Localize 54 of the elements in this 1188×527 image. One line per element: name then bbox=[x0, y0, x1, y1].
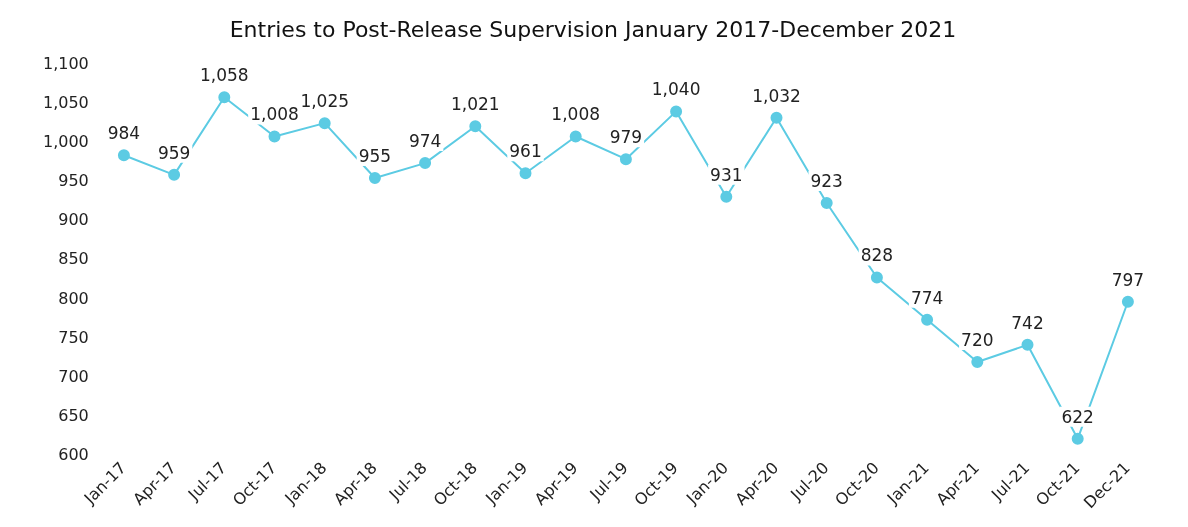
point bbox=[218, 91, 231, 104]
y-tick-label: 950 bbox=[58, 171, 89, 191]
point bbox=[720, 190, 733, 203]
point bbox=[469, 120, 482, 133]
point bbox=[820, 197, 833, 210]
y-tick-label: 1,000 bbox=[42, 131, 89, 151]
data-label: 1,021 bbox=[450, 94, 500, 115]
point bbox=[870, 271, 883, 284]
point bbox=[971, 356, 984, 369]
data-label: 974 bbox=[408, 131, 442, 152]
data-label: 622 bbox=[1061, 406, 1094, 427]
data-label: 931 bbox=[710, 164, 743, 185]
data-label: 955 bbox=[358, 145, 392, 166]
data-label: 959 bbox=[157, 142, 191, 163]
y-tick-label: 600 bbox=[58, 445, 89, 465]
point bbox=[1121, 295, 1134, 308]
data-label: 1,008 bbox=[551, 104, 601, 125]
point bbox=[670, 105, 683, 118]
data-label: 742 bbox=[1011, 312, 1044, 333]
data-label: 1,008 bbox=[250, 104, 299, 125]
point bbox=[318, 117, 331, 130]
y-tick-label: 850 bbox=[58, 249, 89, 269]
data-label: 774 bbox=[910, 287, 944, 308]
data-label: 1,040 bbox=[651, 79, 701, 100]
data-label: 1,032 bbox=[752, 85, 801, 106]
point bbox=[117, 149, 130, 162]
data-label: 1,058 bbox=[199, 65, 249, 86]
point bbox=[619, 153, 632, 166]
y-tick-label: 900 bbox=[58, 210, 89, 230]
data-label: 797 bbox=[1111, 269, 1145, 290]
point bbox=[419, 157, 432, 170]
point bbox=[921, 313, 934, 326]
chart-title: Entries to Post-Release Supervision January 2017-December 2021 bbox=[229, 16, 957, 42]
point bbox=[770, 111, 783, 124]
point bbox=[268, 130, 281, 143]
point bbox=[168, 168, 181, 181]
point bbox=[519, 167, 532, 180]
data-label: 720 bbox=[961, 329, 994, 350]
point bbox=[1071, 432, 1084, 445]
y-tick-label: 650 bbox=[58, 406, 89, 426]
data-label: 923 bbox=[810, 170, 843, 191]
y-tick-label: 1,100 bbox=[42, 53, 89, 73]
y-tick-label: 750 bbox=[58, 327, 89, 347]
point bbox=[1021, 338, 1034, 351]
y-tick-label: 700 bbox=[58, 366, 89, 386]
data-label: 1,025 bbox=[300, 91, 350, 112]
data-label: 961 bbox=[509, 141, 542, 162]
point bbox=[569, 130, 582, 143]
y-tick-label: 800 bbox=[58, 288, 89, 308]
data-label: 828 bbox=[860, 245, 894, 266]
point bbox=[368, 171, 381, 184]
data-label: 979 bbox=[609, 127, 643, 148]
data-label: 984 bbox=[107, 123, 141, 144]
y-tick-label: 1,050 bbox=[42, 92, 89, 112]
